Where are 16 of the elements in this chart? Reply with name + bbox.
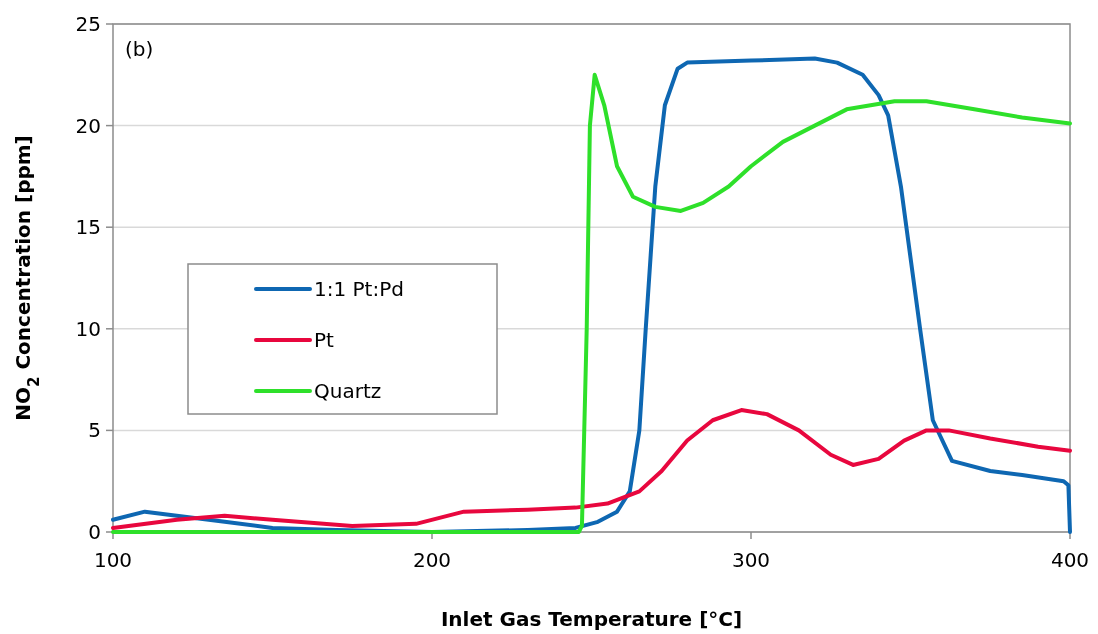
x-tick-label: 300 xyxy=(731,548,771,572)
legend-label: 1:1 Pt:Pd xyxy=(314,277,404,301)
line-series xyxy=(111,408,1072,530)
y-tick-label: 0 xyxy=(88,520,101,544)
y-tick-label: 25 xyxy=(75,12,101,36)
y-tick-label: 15 xyxy=(75,215,101,240)
annotation: (b) xyxy=(125,37,154,61)
legend-label: Quartz xyxy=(314,379,382,403)
legend-label: Pt xyxy=(314,328,335,352)
y-tick-label: 20 xyxy=(75,113,101,138)
x-tick-label: 400 xyxy=(1050,548,1090,572)
x-tick-label: 200 xyxy=(412,548,452,572)
y-tick-label: 5 xyxy=(88,418,101,443)
x-axis-title: Inlet Gas Temperature [°C] xyxy=(440,607,743,631)
x-tick-label: 100 xyxy=(93,548,133,572)
y-tick-label: 10 xyxy=(75,316,101,341)
